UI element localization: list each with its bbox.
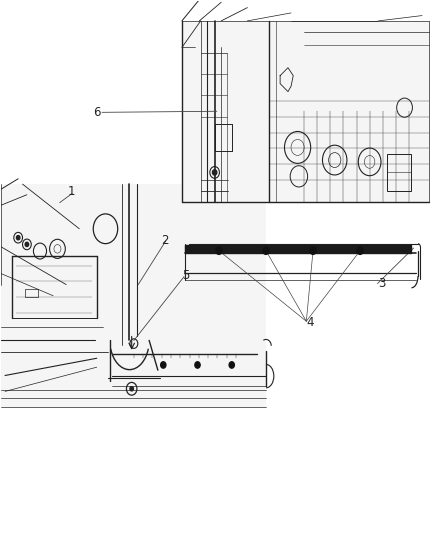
Circle shape [357, 247, 363, 254]
Circle shape [161, 362, 166, 368]
Circle shape [130, 386, 134, 391]
Bar [182, 21, 428, 201]
Circle shape [25, 243, 28, 246]
Bar [387, 154, 411, 191]
Text: 4: 4 [306, 317, 314, 329]
Bar [1, 184, 266, 407]
Circle shape [216, 247, 222, 254]
Text: 5: 5 [182, 269, 189, 281]
Text: 2: 2 [161, 235, 169, 247]
Circle shape [229, 362, 234, 368]
Circle shape [16, 236, 20, 240]
Circle shape [212, 169, 217, 175]
Text: 6: 6 [93, 106, 100, 119]
Circle shape [263, 247, 269, 254]
Text: 3: 3 [378, 277, 386, 290]
Circle shape [310, 247, 316, 254]
Circle shape [195, 362, 200, 368]
Bar [25, 289, 38, 297]
Text: 1: 1 [68, 185, 76, 198]
